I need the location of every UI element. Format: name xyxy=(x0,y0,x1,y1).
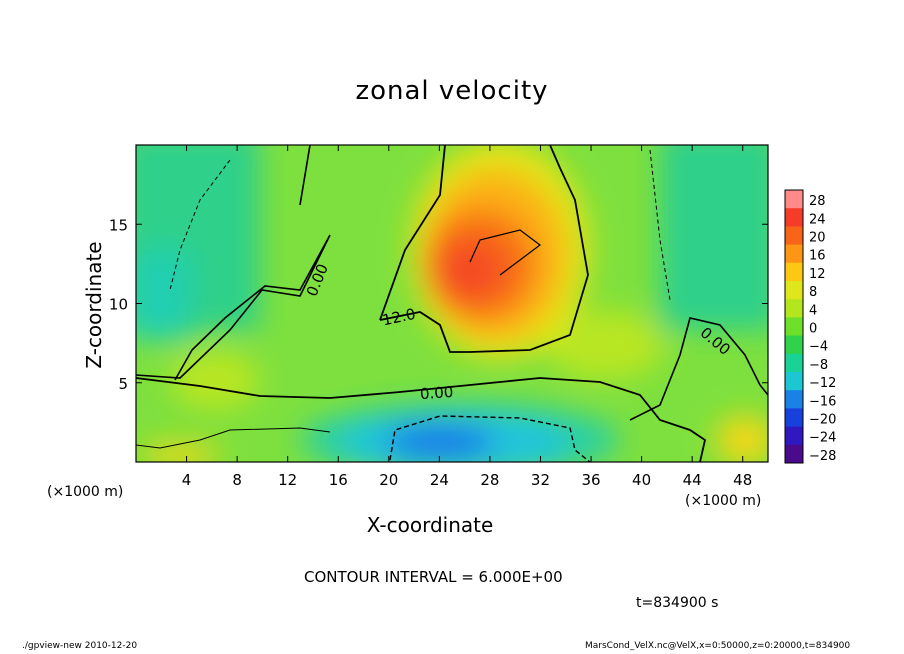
x-tick-label: 40 xyxy=(632,471,651,489)
x-tick-label: 12 xyxy=(278,471,297,489)
time-label: t=834900 s xyxy=(636,595,719,611)
x-tick-label: 24 xyxy=(430,471,449,489)
y-tick-label: 5 xyxy=(118,375,128,393)
field-patch xyxy=(170,350,260,410)
colorbar-label: −20 xyxy=(809,413,836,428)
y-tick-label: 10 xyxy=(109,296,128,314)
colorbar-label: 16 xyxy=(809,249,826,264)
contour-lines xyxy=(136,145,768,462)
colorbar-swatch xyxy=(785,317,803,337)
colorbar-swatch xyxy=(785,444,803,464)
colorbar-swatch xyxy=(785,244,803,264)
chart-title: zonal velocity xyxy=(355,76,549,106)
colorbar-label: −16 xyxy=(809,394,836,409)
colorbar-swatch xyxy=(785,226,803,246)
x-tick-label: 4 xyxy=(182,471,192,489)
contour-zero-main xyxy=(136,377,707,462)
field-patch xyxy=(660,145,768,330)
colorbar-label: 24 xyxy=(809,212,826,227)
contour-six-low xyxy=(136,427,331,449)
contour-minus6-east xyxy=(649,149,671,301)
colorbar-label: −4 xyxy=(809,340,828,355)
colorbar-swatch xyxy=(785,353,803,373)
x-tick-label: 20 xyxy=(379,471,398,489)
y-axis-label: Z-coordinate xyxy=(82,241,106,369)
x-tick-label: 32 xyxy=(531,471,550,489)
footer-right: MarsCond_VelX.nc@VelX,x=0:50000,z=0:2000… xyxy=(585,641,851,651)
contour-eighteen xyxy=(469,229,541,276)
contour-label: 0.00 xyxy=(419,383,454,403)
colorbar-swatch xyxy=(785,208,803,227)
colorbar-label: 12 xyxy=(809,267,826,282)
colorbar-label: −8 xyxy=(809,358,828,373)
colorbar: 28 24 20 16 12 8 4 0 −4 −8 −12 −16 −20 −24 −28 xyxy=(784,189,836,464)
colorbar-label: −24 xyxy=(809,431,836,446)
field-patch xyxy=(435,240,505,300)
contour-twelve-west xyxy=(379,145,446,321)
x-unit-label-left: (×1000 m) xyxy=(47,484,124,500)
y-tick-label: 15 xyxy=(109,216,128,234)
field-shading xyxy=(136,145,768,462)
x-tick-label: 8 xyxy=(232,471,242,489)
colorbar-swatch xyxy=(785,408,803,428)
footer-left: ./gpview-new 2010-12-20 xyxy=(22,641,138,651)
colorbar-label: 28 xyxy=(809,194,826,209)
x-axis-ticks: 4 8 12 16 20 24 28 32 36 40 44 48 xyxy=(182,145,752,489)
colorbar-label: 4 xyxy=(809,303,817,318)
colorbar-swatch xyxy=(785,372,803,391)
y-axis-ticks: 5 10 15 xyxy=(109,216,768,393)
colorbar-label: −12 xyxy=(809,376,836,391)
field-patch xyxy=(715,415,768,462)
colorbar-frame xyxy=(784,189,804,464)
colorbar-swatch xyxy=(785,262,803,282)
field-patch xyxy=(136,250,190,340)
colorbar-label: 8 xyxy=(809,285,817,300)
colorbar-label: 20 xyxy=(809,231,826,246)
colorbar-label: 0 xyxy=(809,322,817,337)
contour-minus6-west xyxy=(169,159,231,291)
colorbar-swatch xyxy=(785,426,803,446)
x-unit-label-right: (×1000 m) xyxy=(685,493,762,509)
x-tick-label: 16 xyxy=(329,471,348,489)
colorbar-swatch xyxy=(785,281,803,300)
colorbar-swatch xyxy=(785,190,803,209)
x-axis-label: X-coordinate xyxy=(366,513,494,537)
colorbar-label: −28 xyxy=(809,449,836,464)
colorbar-swatch xyxy=(785,390,803,409)
x-tick-label: 28 xyxy=(480,471,499,489)
field-patch xyxy=(545,310,665,380)
colorbar-swatch xyxy=(785,299,803,318)
contour-interval-label: CONTOUR INTERVAL = 6.000E+00 xyxy=(304,568,563,586)
x-tick-label: 48 xyxy=(733,471,752,489)
contour-zero-west xyxy=(136,234,331,381)
x-tick-label: 36 xyxy=(581,471,600,489)
contour-zero-upper-left xyxy=(299,145,311,206)
x-tick-label: 44 xyxy=(683,471,702,489)
field-patch xyxy=(385,424,495,460)
colorbar-swatch xyxy=(785,335,803,355)
contour-twelve-east xyxy=(379,145,589,353)
contour-zero-east xyxy=(629,317,768,421)
